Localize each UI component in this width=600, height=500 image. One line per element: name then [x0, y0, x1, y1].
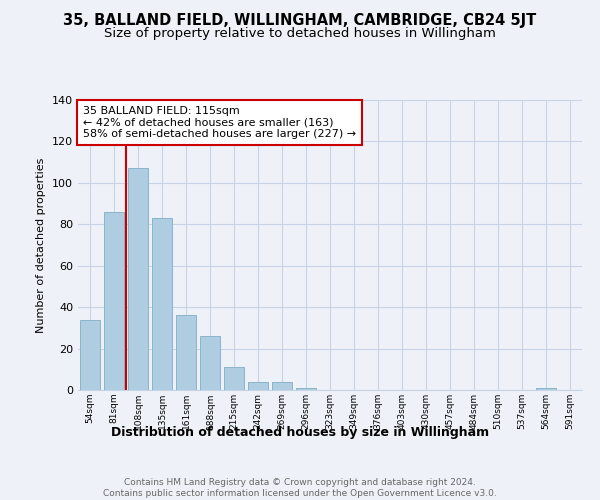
Bar	[128, 168, 148, 390]
Text: 35 BALLAND FIELD: 115sqm
← 42% of detached houses are smaller (163)
58% of semi-: 35 BALLAND FIELD: 115sqm ← 42% of detach…	[83, 106, 356, 139]
Bar	[176, 316, 196, 390]
Text: Contains HM Land Registry data © Crown copyright and database right 2024.
Contai: Contains HM Land Registry data © Crown c…	[103, 478, 497, 498]
Bar	[152, 218, 172, 390]
Bar	[296, 388, 316, 390]
Text: 35, BALLAND FIELD, WILLINGHAM, CAMBRIDGE, CB24 5JT: 35, BALLAND FIELD, WILLINGHAM, CAMBRIDGE…	[64, 12, 536, 28]
Bar	[536, 388, 556, 390]
Bar	[272, 382, 292, 390]
Bar	[224, 367, 244, 390]
Y-axis label: Number of detached properties: Number of detached properties	[37, 158, 46, 332]
Text: Size of property relative to detached houses in Willingham: Size of property relative to detached ho…	[104, 28, 496, 40]
Bar	[248, 382, 268, 390]
Text: Distribution of detached houses by size in Willingham: Distribution of detached houses by size …	[111, 426, 489, 439]
Bar	[104, 212, 124, 390]
Bar	[200, 336, 220, 390]
Bar	[80, 320, 100, 390]
